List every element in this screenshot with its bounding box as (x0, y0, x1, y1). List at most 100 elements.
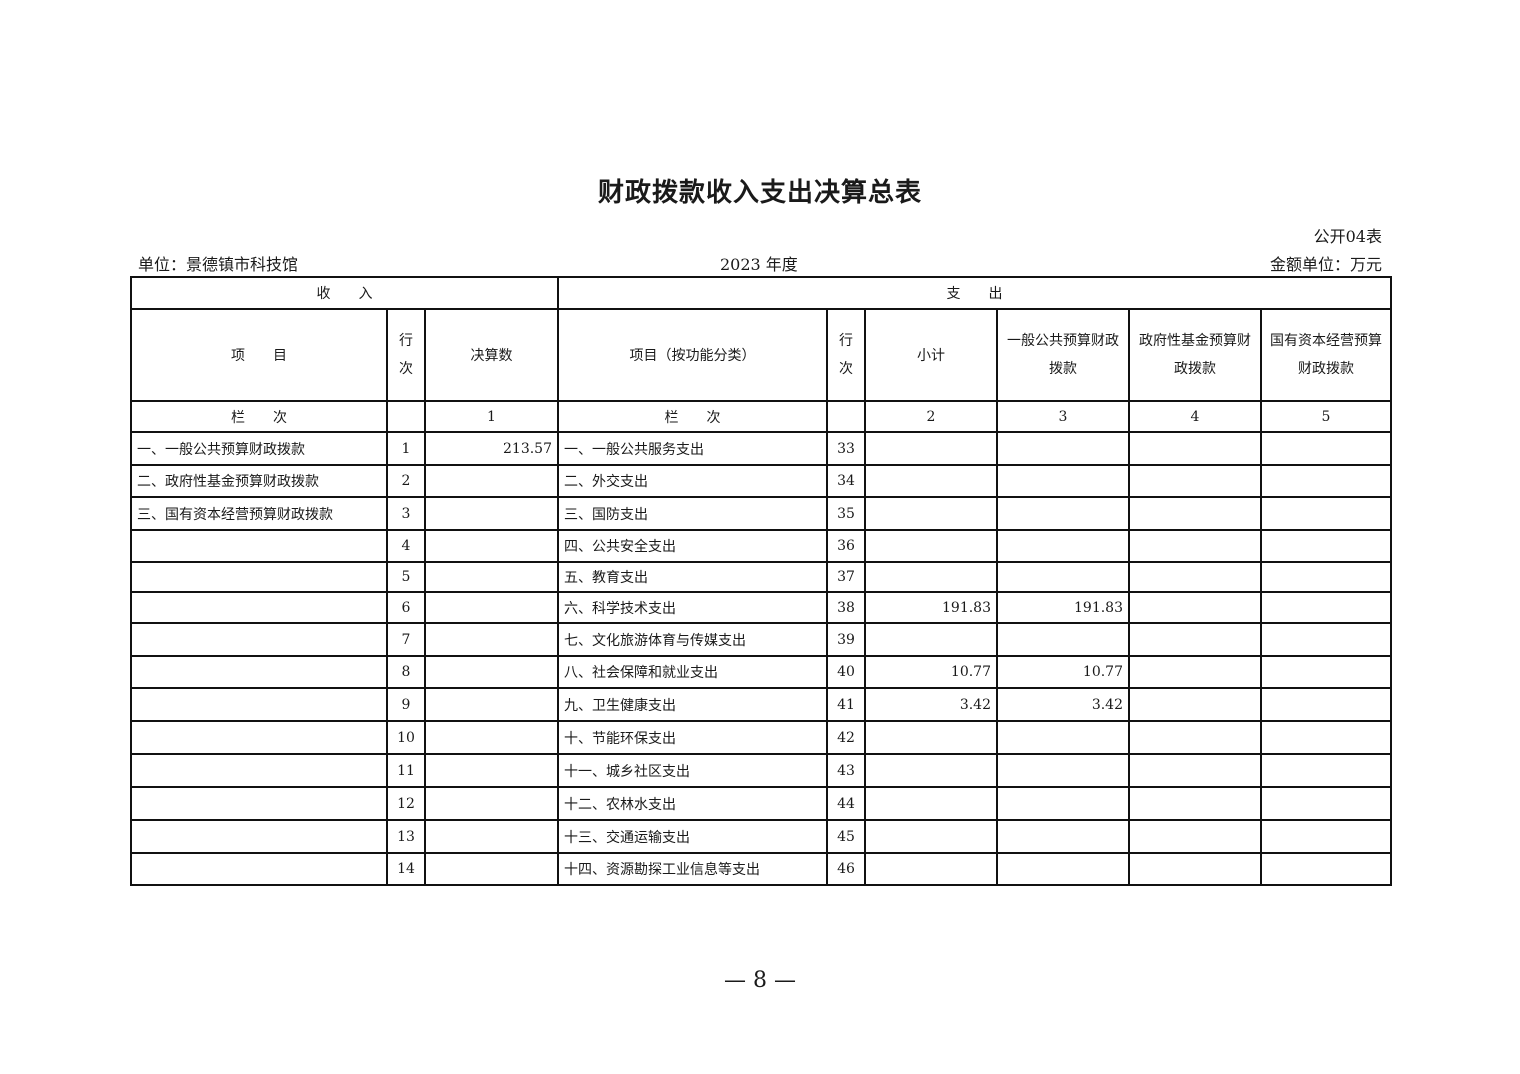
income-amount (424, 819, 559, 854)
income-amount (424, 622, 559, 657)
table-row: 6 六、科学技术支出 38 191.83 191.83 (130, 591, 1392, 624)
state-capital-amount (1260, 464, 1392, 498)
income-amount (424, 529, 559, 563)
table-row: 4 四、公共安全支出 36 (130, 529, 1392, 563)
income-amount (424, 852, 559, 886)
income-amount (424, 561, 559, 593)
column-number: 1 (424, 400, 559, 433)
state-capital-amount (1260, 655, 1392, 689)
income-amount: 213.57 (424, 431, 559, 466)
subtotal-amount: 191.83 (864, 591, 998, 624)
income-row-no: 13 (386, 819, 426, 854)
income-item (130, 622, 388, 657)
gov-fund-amount (1128, 591, 1262, 624)
general-budget-amount (996, 529, 1130, 563)
table-row: 13 十三、交通运输支出 45 (130, 819, 1392, 854)
income-item (130, 819, 388, 854)
expense-row-no: 37 (826, 561, 866, 593)
gov-fund-amount (1128, 687, 1262, 722)
subtotal-amount (864, 753, 998, 788)
state-capital-amount (1260, 852, 1392, 886)
table-row: 5 五、教育支出 37 (130, 561, 1392, 593)
income-header: 收 入 (130, 276, 559, 310)
money-unit-label: 金额单位：万元 (1269, 255, 1382, 274)
state-capital-amount (1260, 431, 1392, 466)
general-budget-amount (996, 622, 1130, 657)
expense-row-no: 36 (826, 529, 866, 563)
subtotal-amount: 10.77 (864, 655, 998, 689)
income-row-no: 14 (386, 852, 426, 886)
subtotal-amount (864, 464, 998, 498)
general-budget-amount (996, 753, 1130, 788)
subtotal-amount (864, 720, 998, 755)
gov-fund-amount (1128, 464, 1262, 498)
gov-fund-amount (1128, 786, 1262, 821)
table-row: 一、一般公共预算财政拨款 1 213.57 一、一般公共服务支出 33 (130, 431, 1392, 466)
income-item (130, 591, 388, 624)
table-row: 14 十四、资源勘探工业信息等支出 46 (130, 852, 1392, 886)
income-item (130, 720, 388, 755)
state-capital-amount (1260, 687, 1392, 722)
general-budget-amount: 191.83 (996, 591, 1130, 624)
expense-item: 一、一般公共服务支出 (557, 431, 828, 466)
income-amount (424, 464, 559, 498)
gov-fund-amount (1128, 819, 1262, 854)
table-row: 9 九、卫生健康支出 41 3.42 3.42 (130, 687, 1392, 722)
income-item (130, 786, 388, 821)
gov-fund-amount (1128, 529, 1262, 563)
final-amount-header: 决算数 (424, 308, 559, 402)
expense-item: 十四、资源勘探工业信息等支出 (557, 852, 828, 886)
general-budget-amount (996, 720, 1130, 755)
subtotal-amount (864, 496, 998, 531)
expense-row-no: 38 (826, 591, 866, 624)
income-row-no: 5 (386, 561, 426, 593)
column-number: 3 (996, 400, 1130, 433)
state-capital-amount (1260, 622, 1392, 657)
general-budget-amount (996, 431, 1130, 466)
table-row: 10 十、节能环保支出 42 (130, 720, 1392, 755)
income-row-no: 7 (386, 622, 426, 657)
table-row: 12 十二、农林水支出 44 (130, 786, 1392, 821)
expense-item: 十三、交通运输支出 (557, 819, 828, 854)
income-row-no: 11 (386, 753, 426, 788)
expense-item: 三、国防支出 (557, 496, 828, 531)
income-amount (424, 655, 559, 689)
row-no-header: 行次 (386, 308, 426, 402)
income-amount (424, 786, 559, 821)
column-order-label: 栏 次 (130, 400, 388, 433)
state-capital-amount (1260, 819, 1392, 854)
subtotal-amount (864, 852, 998, 886)
expense-row-no: 33 (826, 431, 866, 466)
income-row-no: 6 (386, 591, 426, 624)
income-amount (424, 591, 559, 624)
income-row-no: 10 (386, 720, 426, 755)
subtotal-header: 小计 (864, 308, 998, 402)
general-budget-amount: 3.42 (996, 687, 1130, 722)
subtotal-amount (864, 529, 998, 563)
income-row-no: 9 (386, 687, 426, 722)
income-item: 三、国有资本经营预算财政拨款 (130, 496, 388, 531)
income-item (130, 687, 388, 722)
expense-item: 七、文化旅游体育与传媒支出 (557, 622, 828, 657)
state-capital-amount (1260, 561, 1392, 593)
income-item: 一、一般公共预算财政拨款 (130, 431, 388, 466)
income-amount (424, 496, 559, 531)
income-item (130, 852, 388, 886)
income-amount (424, 720, 559, 755)
column-order-label: 栏 次 (557, 400, 828, 433)
gov-fund-header: 政府性基金预算财政拨款 (1128, 308, 1262, 402)
general-budget-header: 一般公共预算财政拨款 (996, 308, 1130, 402)
expense-item: 六、科学技术支出 (557, 591, 828, 624)
expense-row-no: 41 (826, 687, 866, 722)
expense-item: 二、外交支出 (557, 464, 828, 498)
expense-row-no: 45 (826, 819, 866, 854)
gov-fund-amount (1128, 431, 1262, 466)
income-row-no: 1 (386, 431, 426, 466)
expense-item: 五、教育支出 (557, 561, 828, 593)
expense-item: 十、节能环保支出 (557, 720, 828, 755)
gov-fund-amount (1128, 720, 1262, 755)
row-no-header: 行次 (826, 308, 866, 402)
expense-row-no: 44 (826, 786, 866, 821)
expense-row-no: 34 (826, 464, 866, 498)
column-number: 4 (1128, 400, 1262, 433)
